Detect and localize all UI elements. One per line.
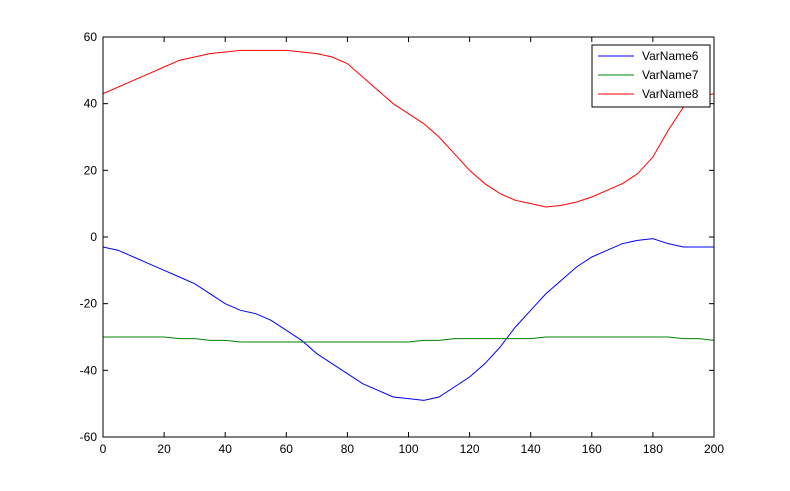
legend-box (591, 44, 711, 108)
x-tick-label: 80 (341, 442, 355, 456)
x-tick-label: 140 (521, 442, 541, 456)
series-line-varname7 (103, 336, 715, 343)
y-tick-label: -40 (80, 363, 98, 377)
y-tick-label: 40 (84, 97, 98, 111)
x-tick-label: 120 (460, 442, 480, 456)
series-line-varname8 (102, 49, 715, 208)
x-tick-label: 180 (643, 442, 663, 456)
y-tick-label: -20 (80, 297, 98, 311)
y-tick-label: -60 (80, 430, 98, 444)
x-tick-label: 200 (704, 442, 724, 456)
plot-frame (102, 36, 715, 438)
x-tick-label: 20 (157, 442, 171, 456)
x-tick-label: 60 (280, 442, 294, 456)
x-tick-label: 0 (100, 442, 107, 456)
legend-label: VarName6 (642, 49, 699, 63)
x-tick-label: 160 (582, 442, 602, 456)
series-line-varname6 (102, 238, 714, 401)
axis-ticks: 0 20 40 60 80 100 120 140 160 180 200 -60 -40 -20 0 20 4… (80, 30, 725, 456)
x-tick-label: 100 (398, 442, 418, 456)
y-tick-label: 20 (84, 163, 98, 177)
y-tick-label: 60 (84, 30, 98, 44)
series-lines (102, 49, 715, 401)
legend: VarName6 VarName7 VarName8 (591, 44, 711, 108)
legend-label: VarName7 (642, 68, 699, 82)
legend-label: VarName8 (642, 87, 699, 101)
y-tick-label: 0 (90, 230, 97, 244)
x-tick-label: 40 (219, 442, 233, 456)
